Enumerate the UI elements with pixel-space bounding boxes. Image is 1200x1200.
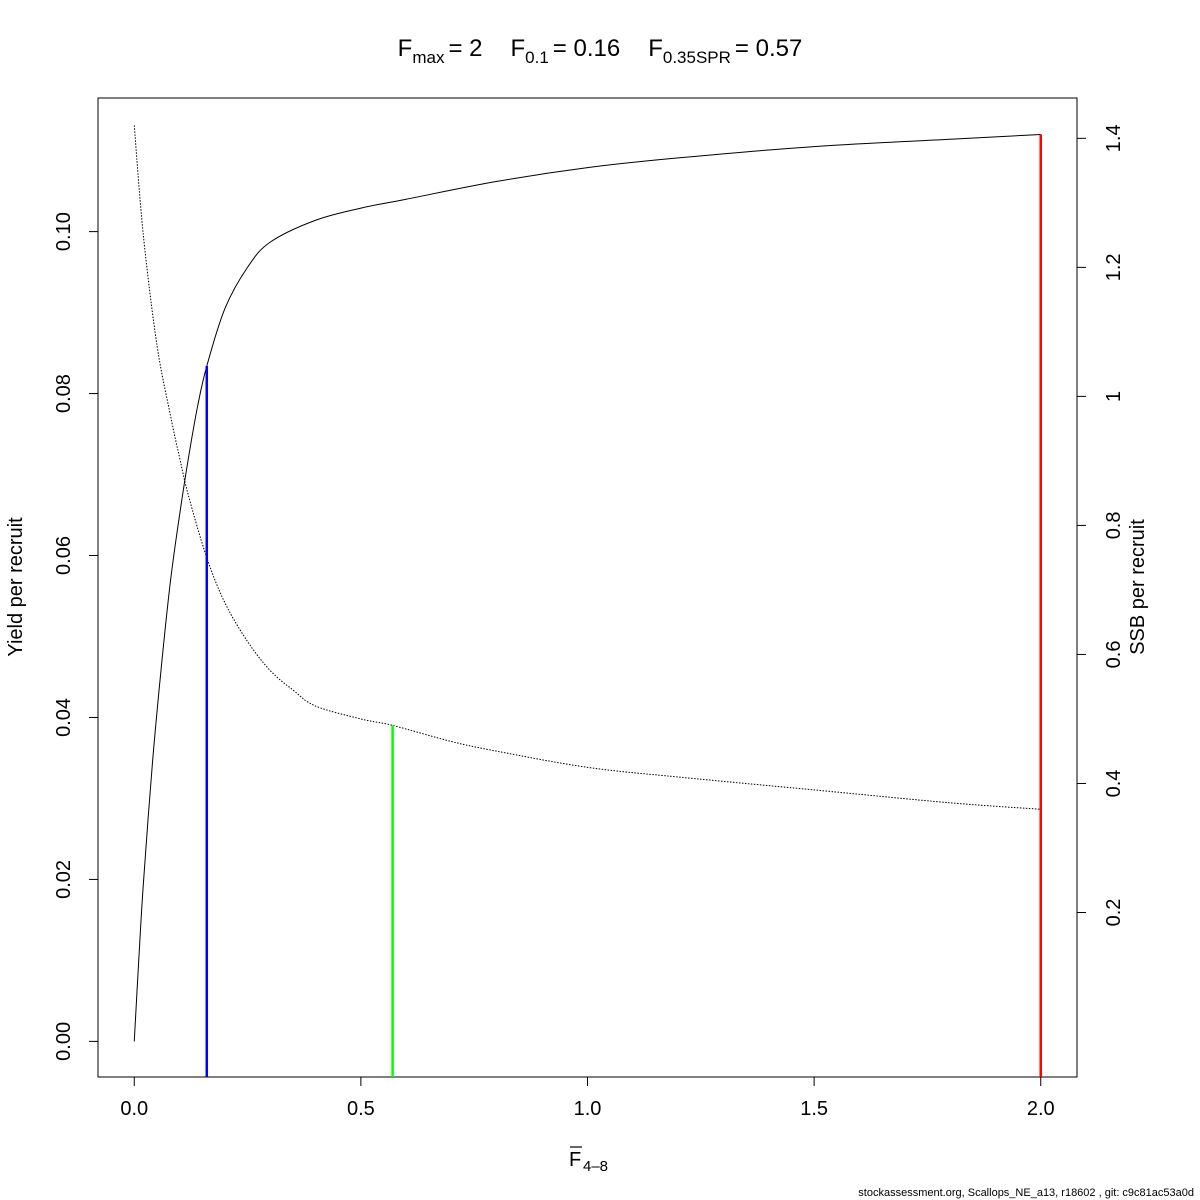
y2-tick-label: 1.2 [1103,253,1125,281]
y-tick-label: 0.00 [53,1022,75,1061]
y2-tick-label: 0.2 [1103,899,1125,927]
x-tick-label: 1.5 [800,1098,828,1120]
y2-axis-title: SSB per recruit [1127,519,1149,655]
y-tick-label: 0.04 [53,698,75,737]
title-f01-symbol: F [510,35,525,62]
y-tick-label: 0.02 [53,860,75,899]
x-axis: 0.0 0.5 1.0 1.5 2.0 [120,1077,1055,1120]
y2-tick-label: 1.4 [1103,124,1125,152]
title-fmax-symbol: F [398,35,413,62]
title-f01-value: = 0.16 [553,35,620,62]
x-tick-label: 1.0 [574,1098,602,1120]
y2-tick-label: 0.4 [1103,770,1125,798]
plot-frame [97,97,1078,1078]
reference-lines [205,134,1042,1077]
y2-tick-label: 1 [1103,391,1125,402]
y-tick-label: 0.06 [53,536,75,575]
title-fspr-value: = 0.57 [735,35,802,62]
series-layer [133,125,1041,1042]
x-axis-title: F 4–8 [569,1146,608,1175]
title-fspr-subscript: 0.35SPR [663,48,731,67]
footer-credit: stockassessment.org, Scallops_NE_a13, r1… [858,1187,1194,1199]
ssb-per-recruit-curve [133,125,1041,810]
x-tick-label: 0.0 [120,1098,148,1120]
y-axis-title: Yield per recruit [5,517,27,657]
x-axis-title-subscript: 4–8 [583,1158,608,1175]
y-tick-label: 0.08 [53,374,75,413]
chart-title: Fmax = 2 F0.1 = 0.16 F0.35SPR = 0.57 [398,35,803,67]
y2-tick-label: 0.6 [1103,641,1125,669]
y-axis-left: 0.00 0.02 0.04 0.06 0.08 0.10 [53,212,98,1061]
y2-tick-label: 0.8 [1103,511,1125,539]
yield-per-recruit-curve [133,133,1041,1042]
x-tick-label: 0.5 [347,1098,375,1120]
x-tick-label: 2.0 [1027,1098,1055,1120]
title-fmax-subscript: max [412,48,445,67]
title-fmax-value: = 2 [448,35,482,62]
title-f01-subscript: 0.1 [525,48,549,67]
y-tick-label: 0.10 [53,212,75,251]
title-fspr-symbol: F [648,35,663,62]
y-axis-right: 0.2 0.4 0.6 0.8 1 1.2 1.4 [1077,124,1125,926]
x-axis-title-symbol: F [569,1149,581,1171]
